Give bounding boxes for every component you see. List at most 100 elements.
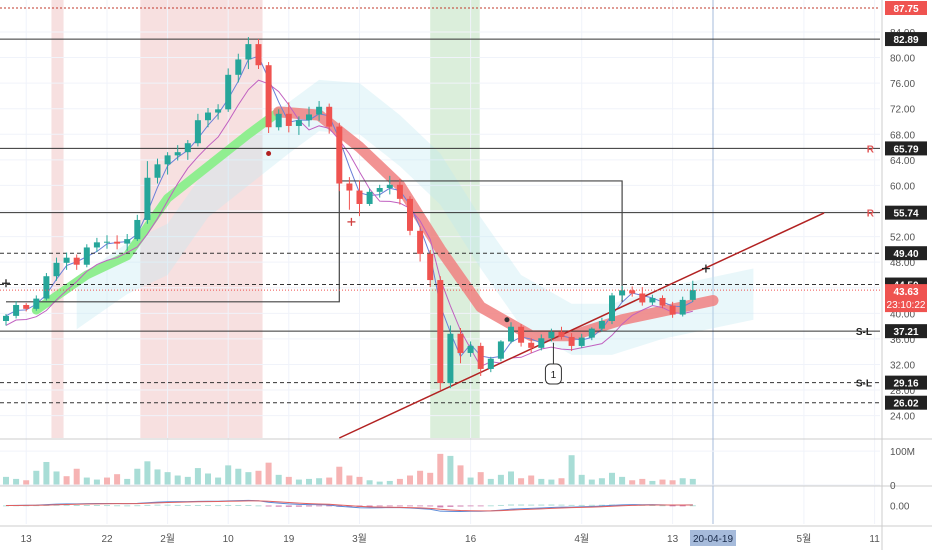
candle-body xyxy=(295,120,302,126)
candle-body xyxy=(528,342,535,348)
volume-bar xyxy=(578,474,585,485)
macd-histogram-bar xyxy=(83,505,90,506)
volume-bar xyxy=(43,461,50,485)
price-tick-label: 60.00 xyxy=(890,181,915,192)
candle-body xyxy=(679,299,686,315)
countdown-label: 23:10:22 xyxy=(887,300,926,311)
candle-body xyxy=(396,184,403,199)
macd-tick-label: 0.00 xyxy=(890,502,910,513)
price-tick-label: 52.00 xyxy=(890,233,915,244)
volume-bar xyxy=(285,476,292,485)
callout-box xyxy=(544,363,562,385)
time-tick-label: 13 xyxy=(21,534,33,545)
candle-body xyxy=(649,297,656,303)
macd-histogram-bar xyxy=(558,504,565,506)
time-axis[interactable]: 13 22 2월 10 19 3월 16 4월 13 5월 11 20-04-19 xyxy=(21,530,881,546)
candle-body xyxy=(497,341,504,359)
macd-histogram-bar xyxy=(457,505,464,507)
volume-bar xyxy=(497,474,504,485)
time-tick-label: 22 xyxy=(101,534,113,545)
volume-bar xyxy=(255,470,262,485)
price-tick-label: 24.00 xyxy=(890,412,915,423)
candle-body xyxy=(184,143,191,153)
volume-bar xyxy=(346,475,353,485)
current-price-label: 43.63 xyxy=(893,287,918,298)
level-tag-label: 87.75 xyxy=(893,4,918,15)
volume-bar xyxy=(639,478,646,485)
level-tag-label: 26.02 xyxy=(893,399,918,410)
macd-histogram-bar xyxy=(225,505,232,506)
candle-body xyxy=(23,305,30,309)
volume-bar xyxy=(326,477,333,485)
volume-bar xyxy=(437,453,444,485)
volume-bar xyxy=(407,475,413,485)
volume-bar xyxy=(548,479,555,485)
time-tick-label: 19 xyxy=(283,534,295,545)
level-tag-label: 65.79 xyxy=(893,144,918,155)
date-marker-tag xyxy=(690,530,736,546)
shaded-band xyxy=(51,0,64,438)
volume-bar xyxy=(124,478,131,485)
macd-histogram-bar xyxy=(194,505,201,506)
volume-bar xyxy=(194,468,201,485)
volume-bar xyxy=(104,477,110,485)
dot-marker xyxy=(266,150,272,156)
candle-body xyxy=(53,262,60,277)
volume-bar xyxy=(477,472,484,485)
macd-histogram-bar xyxy=(396,505,403,507)
volume-bar xyxy=(235,468,242,485)
volume-bar xyxy=(144,461,151,485)
time-tick-label: 3월 xyxy=(352,533,367,545)
candle-body xyxy=(124,239,131,244)
macd-histogram-bar xyxy=(53,504,60,506)
volume-tick-label: 0 xyxy=(890,481,896,492)
level-tag-bg xyxy=(885,375,927,390)
price-tags: 87.7582.8965.7955.7449.4044.5037.2129.16… xyxy=(0,0,927,410)
volume-bar xyxy=(83,477,90,485)
date-marker-label: 20-04-19 xyxy=(693,534,733,545)
price-axis[interactable]: 24.0028.0032.0036.0040.0044.0048.0052.00… xyxy=(890,28,915,423)
price-tick-label: 68.00 xyxy=(890,130,915,141)
macd-histogram-bar xyxy=(477,505,484,507)
price-tick-label: 80.00 xyxy=(890,54,915,65)
volume-bar xyxy=(396,478,403,485)
macd-histogram-bar xyxy=(467,505,474,507)
candle-body xyxy=(194,120,201,144)
candle-body xyxy=(134,219,141,240)
ma-line-slow xyxy=(5,79,693,368)
volume-bar xyxy=(568,455,575,485)
volume-bar xyxy=(316,478,323,485)
level-tag-label: 82.89 xyxy=(893,35,918,46)
volume-bar xyxy=(23,480,30,485)
volume-bar xyxy=(417,470,424,485)
volume-bar xyxy=(73,468,80,485)
candle-body xyxy=(619,290,626,296)
macd-histogram-bar xyxy=(447,505,454,507)
volume-bar xyxy=(528,475,535,485)
macd-histogram-bar xyxy=(73,505,80,506)
macd-histogram-bar xyxy=(295,505,302,507)
price-tick-label: 76.00 xyxy=(890,79,915,90)
candle-body xyxy=(558,331,565,337)
candle-body xyxy=(63,257,70,263)
candle-body xyxy=(285,113,292,126)
macd-histogram-bar xyxy=(487,505,494,507)
candle-body xyxy=(639,293,646,303)
level-tag-bg xyxy=(885,0,927,15)
macd-histogram-bar xyxy=(689,505,696,507)
candle-body xyxy=(689,290,696,300)
macd-histogram-bar xyxy=(538,504,545,506)
candle-body xyxy=(376,187,383,192)
time-tick-label: 2월 xyxy=(160,533,175,545)
macd-histogram-bar xyxy=(104,505,110,507)
level-tag-bg xyxy=(885,205,927,220)
candle-body xyxy=(659,297,666,306)
macd-histogram-bar xyxy=(669,505,676,507)
candle-body xyxy=(538,338,545,348)
volume-bar xyxy=(386,480,393,485)
macd-histogram-bar xyxy=(164,504,171,506)
candle-body xyxy=(366,191,373,204)
candle-body xyxy=(73,257,80,265)
annotations: 1 xyxy=(2,150,710,385)
